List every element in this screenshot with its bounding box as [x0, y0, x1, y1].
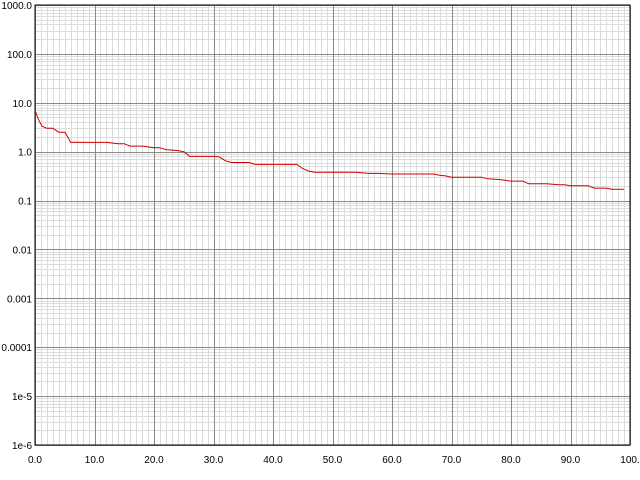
y-tick-label: 0.01	[13, 245, 33, 256]
x-tick-label: 70.0	[442, 455, 462, 466]
plot-frame	[34, 4, 631, 446]
x-tick-label: 90.0	[561, 455, 581, 466]
x-tick-label: 20.0	[144, 455, 164, 466]
y-tick-label: 1.0	[18, 148, 32, 159]
x-tick-label: 80.0	[501, 455, 521, 466]
y-tick-label: 1e-5	[12, 392, 32, 403]
y-tick-label: 1e-6	[12, 441, 32, 452]
y-tick-label: 0.0001	[1, 343, 32, 354]
plot-background	[35, 5, 630, 445]
y-tick-label: 10.0	[13, 99, 33, 110]
y-tick-label: 0.001	[7, 294, 32, 305]
y-tick-labels: 1000.0 100.0 10.0 1.0 0.1 0.01 0.001 0.0001 1e-5…	[1, 1, 32, 452]
y-tick-label: 100.0	[7, 50, 32, 61]
x-tick-labels: 0.0 10.0 20.0 30.0 40.0 50.0 60.0 70.0 80.0 90.0 1…	[28, 455, 640, 466]
x-tick-label: 60.0	[382, 455, 402, 466]
x-tick-label: 50.0	[323, 455, 343, 466]
minor-grid	[35, 5, 630, 445]
y-tick-label: 1000.0	[1, 1, 32, 12]
x-tick-label: 0.0	[28, 455, 42, 466]
series-layer	[34, 110, 624, 190]
y-tick-label: 0.1	[18, 197, 32, 208]
x-tick-label: 40.0	[263, 455, 283, 466]
x-tick-label: 10.0	[85, 455, 105, 466]
x-tick-label: 30.0	[204, 455, 224, 466]
x-tick-label: 100.	[620, 455, 639, 466]
series-line	[34, 110, 624, 190]
